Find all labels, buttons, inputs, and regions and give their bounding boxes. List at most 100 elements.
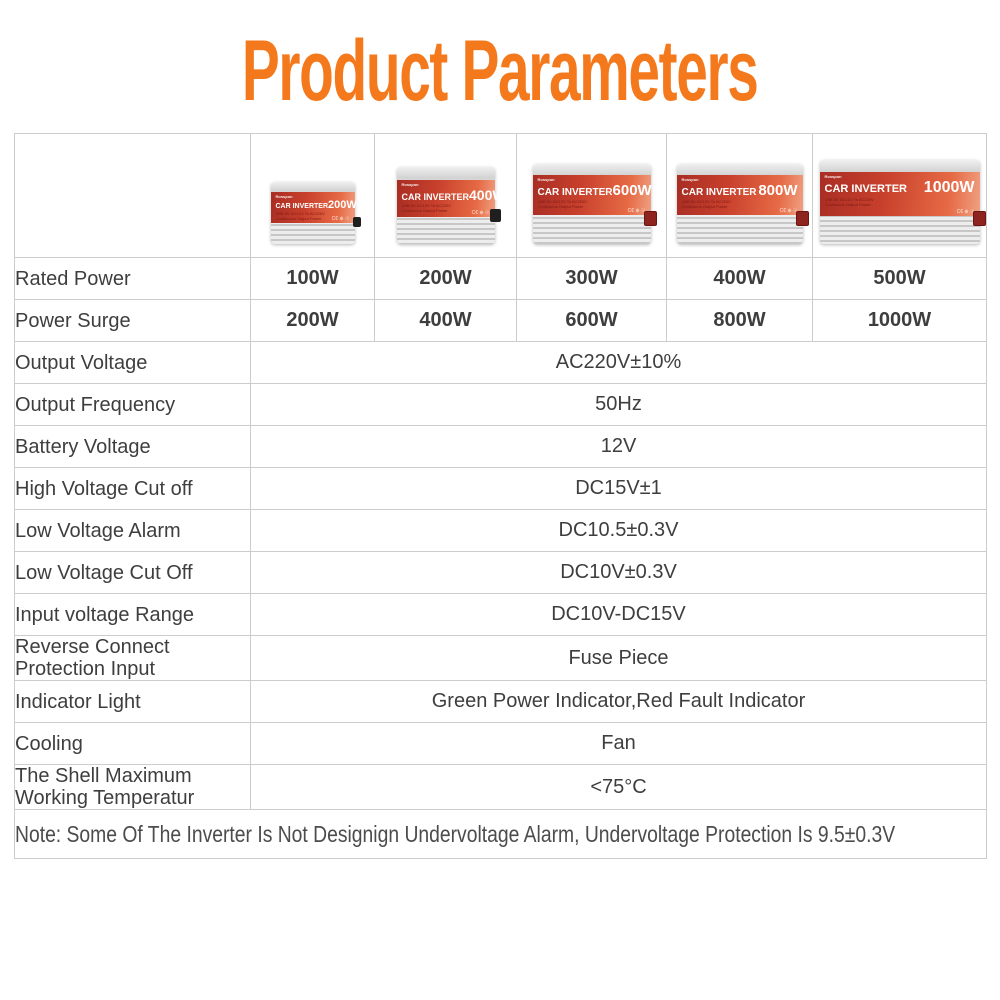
row-label: Output Voltage: [14, 341, 251, 384]
spec-line-1: USB 5V DC12V To AC220V: [401, 203, 451, 208]
cell-value: <75°C: [250, 764, 987, 810]
cell-value: 600W: [516, 299, 667, 342]
table-row-indicator-light: Indicator Light Green Power Indicator,Re…: [14, 680, 987, 723]
inverter-ribs: [819, 210, 980, 244]
model-label: CAR INVERTER: [537, 187, 613, 198]
table-row-reverse-connect-protection: Reverse Connect Protection Input Fuse Pi…: [14, 635, 987, 681]
cell-value: Fuse Piece: [250, 635, 987, 681]
cell-value: 200W: [250, 299, 375, 342]
row-label: Cooling: [14, 722, 251, 765]
note-cell: Note: Some Of The Inverter Is Not Design…: [14, 809, 987, 859]
model-label: CAR INVERTER: [824, 183, 908, 195]
table-row-note: Note: Some Of The Inverter Is Not Design…: [14, 809, 987, 859]
wattage-label: 1000W: [923, 179, 975, 196]
cell-value: DC15V±1: [250, 467, 987, 510]
inverter-label-band: Rosspon CAR INVERTER 600W USB 5V DC12V T…: [532, 175, 652, 215]
row-label: Rated Power: [14, 257, 251, 300]
cell-value: 800W: [666, 299, 813, 342]
model-label: CAR INVERTER: [275, 203, 329, 210]
brand-label: Rosspon: [824, 174, 842, 179]
product-image-800w: Rosspon CAR INVERTER 800W USB 5V DC12V T…: [676, 164, 809, 244]
cell-value: 300W: [516, 257, 667, 300]
spec-line-2: Continuous Output Power: [824, 202, 871, 207]
spec-line-1: USB 5V DC12V To AC220V: [537, 199, 587, 204]
inverter-ribs: [532, 212, 651, 244]
cell-value: DC10.5±0.3V: [250, 509, 987, 552]
product-image-200w: Rosspon CAR INVERTER 200W USB 5V DC12V T…: [270, 182, 361, 244]
table-row-battery-voltage: Battery Voltage 12V: [14, 425, 987, 468]
plug-connector: [972, 210, 986, 226]
brand-label: Rosspon: [681, 177, 699, 182]
table-row-cooling: Cooling Fan: [14, 722, 987, 765]
row-label: The Shell Maximum Working Temperatur: [14, 764, 251, 810]
row-label: Low Voltage Cut Off: [14, 551, 251, 594]
brand-label: Rosspon: [401, 182, 419, 187]
product-image-1000w: Rosspon CAR INVERTER 1000W USB 5V DC12V …: [819, 160, 986, 244]
spec-line-1: USB 5V DC12V To AC220V: [681, 199, 731, 204]
table-row-high-voltage-cutoff: High Voltage Cut off DC15V±1: [14, 467, 987, 510]
plug-connector: [489, 209, 501, 223]
inverter-ribs: [270, 219, 355, 244]
product-cell-800w: Rosspon CAR INVERTER 800W USB 5V DC12V T…: [666, 133, 813, 258]
inverter-label-band: Rosspon CAR INVERTER 200W USB 5V DC12V T…: [270, 192, 357, 223]
product-cell-400w: Rosspon CAR INVERTER 400W USB 5V DC12V T…: [374, 133, 517, 258]
model-label: CAR INVERTER: [681, 187, 757, 198]
table-row-low-voltage-alarm: Low Voltage Alarm DC10.5±0.3V: [14, 509, 987, 552]
spec-line-1: USB 5V DC12V To AC220V: [824, 197, 874, 202]
table-row-shell-max-temperature: The Shell Maximum Working Temperatur <75…: [14, 764, 987, 810]
product-cell-600w: Rosspon CAR INVERTER 600W USB 5V DC12V T…: [516, 133, 667, 258]
spec-line-1: USB 5V DC12V To AC220V: [275, 211, 325, 216]
cell-value: Green Power Indicator,Red Fault Indicato…: [250, 680, 987, 723]
product-image-600w: Rosspon CAR INVERTER 600W USB 5V DC12V T…: [532, 164, 657, 244]
cell-value: 200W: [374, 257, 517, 300]
table-row-output-voltage: Output Voltage AC220V±10%: [14, 341, 987, 384]
note-text: Note: Some Of The Inverter Is Not Design…: [15, 820, 896, 847]
cell-value: 12V: [250, 425, 987, 468]
product-cell-200w: Rosspon CAR INVERTER 200W USB 5V DC12V T…: [250, 133, 375, 258]
header-empty-cell: [14, 133, 251, 258]
inverter-ribs: [396, 213, 495, 244]
cell-value: 50Hz: [250, 383, 987, 426]
inverter-ribs: [676, 212, 803, 244]
product-parameters-table: Rosspon CAR INVERTER 200W USB 5V DC12V T…: [14, 133, 987, 859]
spec-line-2: Continuous Output Power: [537, 204, 584, 209]
table-row-rated-power: Rated Power 100W 200W 300W 400W 500W: [14, 257, 987, 300]
spec-line-2: Continuous Output Power: [401, 208, 448, 213]
table-row-low-voltage-cutoff: Low Voltage Cut Off DC10V±0.3V: [14, 551, 987, 594]
cell-value: 500W: [812, 257, 987, 300]
spec-line-2: Continuous Output Power: [681, 204, 728, 209]
row-label: Reverse Connect Protection Input: [14, 635, 251, 681]
inverter-label-band: Rosspon CAR INVERTER 1000W USB 5V DC12V …: [819, 172, 980, 216]
row-label: Input voltage Range: [14, 593, 251, 636]
product-image-400w: Rosspon CAR INVERTER 400W USB 5V DC12V T…: [396, 167, 506, 244]
ce-mark-icon: C€ ⊕ ☉: [627, 208, 646, 214]
cell-value: AC220V±10%: [250, 341, 987, 384]
row-label: Power Surge: [14, 299, 251, 342]
table-row-input-voltage-range: Input voltage Range DC10V-DC15V: [14, 593, 987, 636]
cell-value: 400W: [666, 257, 813, 300]
row-label: Indicator Light: [14, 680, 251, 723]
model-label: CAR INVERTER: [401, 192, 470, 202]
ce-mark-icon: C€ ⊕ ☉: [956, 209, 975, 215]
table-row-power-surge: Power Surge 200W 400W 600W 800W 1000W: [14, 299, 987, 342]
row-label: Output Frequency: [14, 383, 251, 426]
page-header: Product Parameters: [0, 28, 1000, 114]
cell-value: DC10V±0.3V: [250, 551, 987, 594]
cell-value: 100W: [250, 257, 375, 300]
wattage-label: 600W: [612, 182, 652, 199]
cell-value: DC10V-DC15V: [250, 593, 987, 636]
product-image-row: Rosspon CAR INVERTER 200W USB 5V DC12V T…: [14, 133, 987, 258]
wattage-label: 800W: [758, 182, 798, 199]
wattage-label: 200W: [328, 199, 357, 211]
cell-value: 1000W: [812, 299, 987, 342]
page-title: Product Parameters: [242, 23, 759, 119]
ce-mark-icon: C€ ⊕ ☉: [779, 208, 798, 214]
ce-mark-icon: C€ ⊕ ☉: [471, 210, 490, 216]
product-cell-1000w: Rosspon CAR INVERTER 1000W USB 5V DC12V …: [812, 133, 987, 258]
row-label: Low Voltage Alarm: [14, 509, 251, 552]
row-label: High Voltage Cut off: [14, 467, 251, 510]
wattage-label: 400W: [469, 187, 506, 203]
row-label: Battery Voltage: [14, 425, 251, 468]
spec-line-2: Continuous Output Power: [275, 216, 322, 221]
plug-connector: [795, 211, 809, 227]
